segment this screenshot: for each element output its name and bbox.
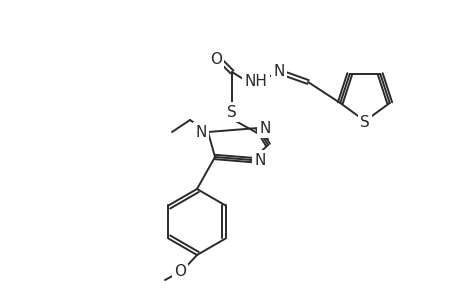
Text: N: N xyxy=(273,64,284,79)
Text: N: N xyxy=(259,121,270,136)
Text: O: O xyxy=(210,52,222,67)
Text: O: O xyxy=(174,263,185,278)
Text: S: S xyxy=(227,104,236,119)
Text: NH: NH xyxy=(244,74,267,88)
Text: N: N xyxy=(254,152,265,167)
Text: S: S xyxy=(359,115,369,130)
Text: N: N xyxy=(195,124,206,140)
